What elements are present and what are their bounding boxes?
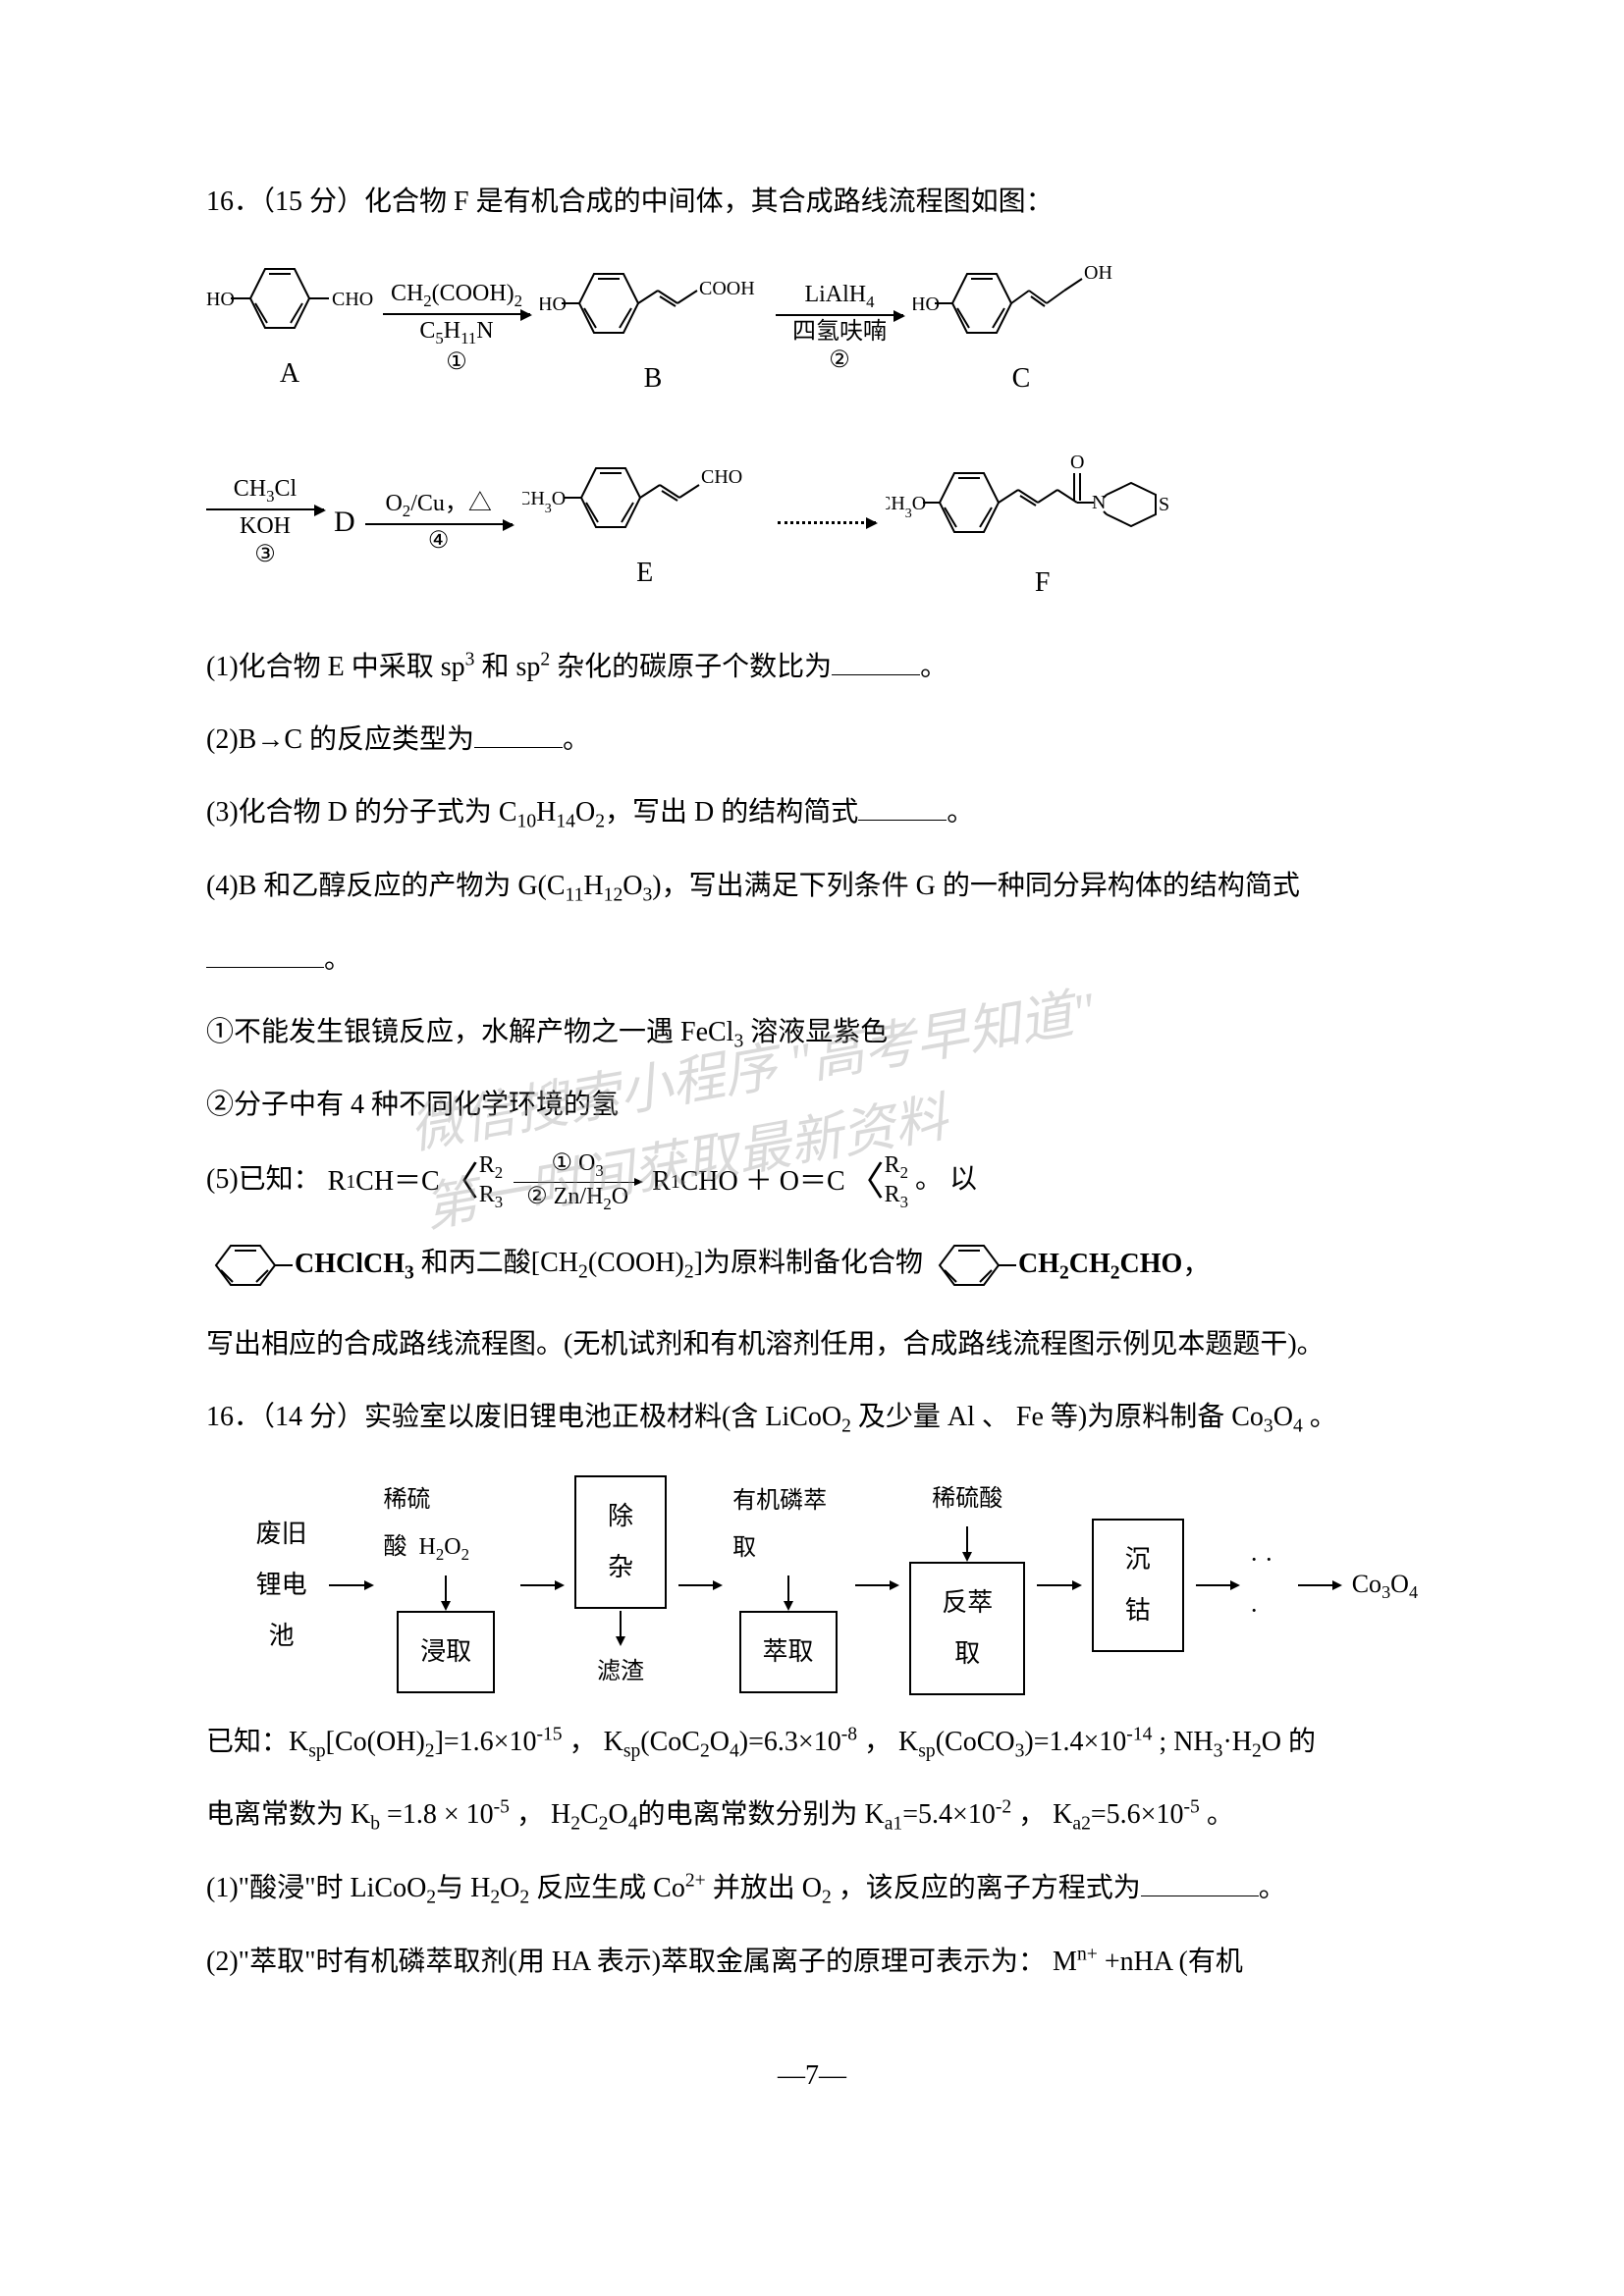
molecule-E-label: E (636, 546, 653, 601)
flow-arrow-6 (1298, 1584, 1340, 1586)
flow-arrow-5 (1196, 1584, 1238, 1586)
arrow3-bot: KOH (240, 512, 291, 541)
molecule-F: CH3O O N S (886, 434, 1200, 611)
arrow2-bot: 四氢呋喃 (792, 318, 887, 347)
q16a-sub2: (2)B→C 的反应类型为。 (206, 713, 1418, 768)
arrow4-step: ④ (428, 527, 450, 556)
process-flowchart: 废旧锂电池 稀硫酸 H2O2 浸取 除杂 滤渣 有机磷萃取 萃取 稀硫酸 反萃取 (245, 1475, 1418, 1695)
flow-node-5: 沉钴 (1092, 1519, 1184, 1652)
flow-box-1: 浸取 (397, 1611, 495, 1693)
flow-arrow-1 (520, 1584, 563, 1586)
arrow3-step: ③ (254, 541, 276, 569)
q16a-heading: 16．（15 分）化合物 F 是有机合成的中间体，其合成路线流程图如图： (206, 175, 1418, 230)
arrow-step-2: LiAlH4 四氢呋喃 ② (776, 281, 903, 375)
svg-text:CHO: CHO (332, 289, 373, 310)
arrow-step-4: O2/Cu，△ ④ (365, 490, 513, 556)
svg-text:HO: HO (540, 294, 567, 315)
q16a-sub5-materials: CHClCH3 和丙二酸[CH2(COOH)2]为原料制备化合物 CH2CH2C… (206, 1231, 1418, 1300)
q16a-sub1: (1)化合物 E 中采取 sp3 和 sp2 杂化的碳原子个数比为。 (206, 640, 1418, 695)
svg-text:CHO: CHO (701, 466, 742, 488)
arrow1-step: ① (446, 348, 467, 377)
flow-node4-top: 稀硫酸 (932, 1475, 1002, 1522)
flow-node-4: 稀硫酸 反萃取 (909, 1475, 1025, 1695)
flow-end: Co3O4 (1352, 1559, 1418, 1611)
molecule-C: HO OH C (913, 249, 1129, 406)
molecule-D: D (334, 478, 355, 566)
arrow-dotted (778, 521, 876, 524)
ozonolysis-arrow: ① O3 ② Zn/H2O (514, 1150, 641, 1213)
q16a-sub5-last: 写出相应的合成路线流程图。(无机试剂和有机溶剂任用，合成路线流程图示例见本题题干… (206, 1317, 1418, 1372)
phenyl-icon-2 (930, 1231, 1018, 1300)
e-structure-icon: CH3O CHO (522, 444, 768, 542)
svg-text:S: S (1159, 494, 1169, 515)
svg-text:HO: HO (206, 289, 235, 310)
q16a-sub3: (3)化合物 D 的分子式为 C10H14O2，写出 D 的结构简式。 (206, 785, 1418, 841)
molecule-A: HO CHO A (206, 254, 373, 401)
arrow2-step: ② (829, 347, 850, 375)
q16b-sub2: (2)"萃取"时有机磷萃取剂(用 HA 表示)萃取金属离子的原理可表示为： Mn… (206, 1935, 1418, 1990)
flow-arrow-3 (855, 1584, 897, 1586)
flow-node3-top: 有机磷萃取 (732, 1477, 843, 1572)
q16a-sub5-known: (5)已知： R1CH＝C 〈 R2R3 ① O3 ② Zn/H2O R1CHO… (206, 1150, 1418, 1213)
molecule-E: CH3O CHO E (522, 444, 768, 601)
q16a-sub4b: 。 (206, 933, 1418, 988)
q16a-sub4c2: ②分子中有 4 种不同化学环境的氢 (206, 1078, 1418, 1133)
molecule-B: HO COOH B (540, 249, 766, 406)
page-number: —7— (206, 2049, 1418, 2104)
arrow3-top: CH3Cl (234, 475, 297, 507)
flow-node2-bottom: 滤渣 (597, 1648, 644, 1695)
benzaldehyde-4oh-icon: HO CHO (206, 254, 373, 343)
svg-text:HO: HO (913, 294, 940, 315)
flow-arrow-4 (1037, 1584, 1079, 1586)
flow-node-1: 稀硫酸 H2O2 浸取 (384, 1476, 509, 1692)
svg-text:O: O (1070, 452, 1084, 473)
arrow-step-3: CH3Cl KOH ③ (206, 475, 324, 569)
flow-arrow-0 (329, 1584, 371, 1586)
svg-text:COOH: COOH (699, 278, 755, 299)
cinnamyl-alcohol-4oh-icon: HO OH (913, 249, 1129, 347)
flow-box-4: 反萃取 (909, 1562, 1025, 1695)
synthesis-scheme: HO CHO A CH2(COOH)2 C5H11N ① (206, 249, 1418, 611)
scheme-row-2: CH3Cl KOH ③ D O2/Cu，△ ④ (206, 434, 1418, 611)
molecule-F-label: F (1035, 556, 1051, 611)
q16a-sub4c1: ①不能发生银镜反应，水解产物之一遇 FeCl3 溶液显紫色 (206, 1005, 1418, 1061)
scheme-row-1: HO CHO A CH2(COOH)2 C5H11N ① (206, 249, 1418, 406)
arrow1-top: CH2(COOH)2 (391, 280, 522, 311)
q16b-heading: 16．（14 分）实验室以废旧锂电池正极材料(含 LiCoO2 及少量 Al 、… (206, 1390, 1418, 1446)
molecule-B-label: B (644, 351, 663, 406)
f-structure-icon: CH3O O N S (886, 434, 1200, 552)
flow-dots: · · · (1250, 1534, 1286, 1636)
exam-page: 16．（15 分）化合物 F 是有机合成的中间体，其合成路线流程图如图： HO … (0, 0, 1624, 2296)
flow-box-5: 沉钴 (1092, 1519, 1184, 1652)
phenyl-icon-1 (206, 1231, 295, 1300)
q16b-sub1: (1)"酸浸"时 LiCoO2与 H2O2 反应生成 Co2+ 并放出 O2 ，… (206, 1861, 1418, 1917)
arrow-step-1: CH2(COOH)2 C5H11N ① (383, 280, 530, 377)
flow-box-3: 萃取 (739, 1611, 838, 1693)
flow-start: 废旧锂电池 (245, 1509, 317, 1662)
q16b-known-2: 电离常数为 Kb =1.8 × 10-5 ， H2C2O4的电离常数分别为 Ka… (206, 1788, 1418, 1843)
arrow4-top: O2/Cu，△ (385, 490, 491, 521)
cinnamic-acid-4oh-icon: HO COOH (540, 249, 766, 347)
svg-text:OH: OH (1084, 262, 1112, 284)
molecule-D-label: D (334, 478, 355, 566)
flow-node-2: 除杂 滤渣 (574, 1475, 667, 1695)
arrow1-bot: C5H11N (419, 317, 493, 348)
arrow2-top: LiAlH4 (804, 281, 874, 312)
svg-text:CH3O: CH3O (522, 488, 566, 516)
q16b-known-1: 已知：Ksp[Co(OH)2]=1.6×10-15 ， Ksp(CoC2O4)=… (206, 1715, 1418, 1771)
svg-text:N: N (1092, 492, 1106, 513)
q16a-sub4a: (4)B 和乙醇反应的产物为 G(C11H12O3)，写出满足下列条件 G 的一… (206, 859, 1418, 915)
molecule-A-label: A (280, 347, 299, 401)
svg-text:CH3O: CH3O (886, 493, 926, 521)
flow-arrow-2 (678, 1584, 721, 1586)
molecule-C-label: C (1012, 351, 1031, 406)
flow-node-3: 有机磷萃取 萃取 (732, 1477, 843, 1693)
flow-box-2: 除杂 (574, 1475, 667, 1609)
